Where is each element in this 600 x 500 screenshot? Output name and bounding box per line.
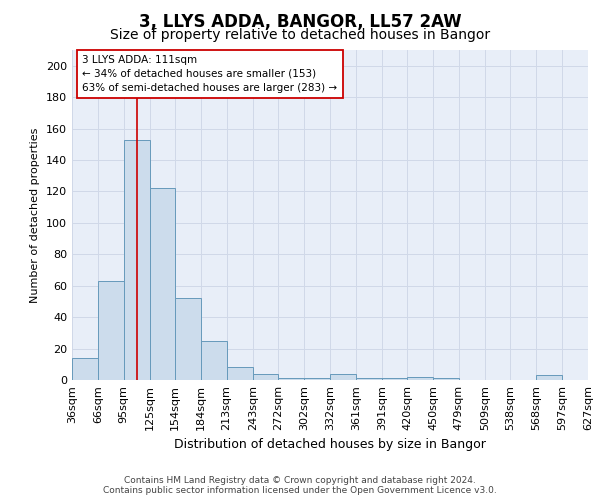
Bar	[201, 340, 227, 380]
Text: Contains HM Land Registry data © Crown copyright and database right 2024.
Contai: Contains HM Land Registry data © Crown c…	[103, 476, 497, 495]
Bar	[433, 378, 459, 380]
Text: Size of property relative to detached houses in Bangor: Size of property relative to detached ho…	[110, 28, 490, 42]
Bar	[124, 140, 150, 380]
X-axis label: Distribution of detached houses by size in Bangor: Distribution of detached houses by size …	[174, 438, 486, 452]
Bar	[278, 378, 304, 380]
Bar	[407, 377, 433, 380]
Bar	[98, 281, 124, 380]
Bar	[253, 374, 278, 380]
Bar	[536, 376, 562, 380]
Text: 3, LLYS ADDA, BANGOR, LL57 2AW: 3, LLYS ADDA, BANGOR, LL57 2AW	[139, 12, 461, 30]
Bar	[72, 358, 98, 380]
Bar	[382, 378, 407, 380]
Text: 3 LLYS ADDA: 111sqm
← 34% of detached houses are smaller (153)
63% of semi-detac: 3 LLYS ADDA: 111sqm ← 34% of detached ho…	[82, 55, 337, 93]
Bar	[150, 188, 175, 380]
Bar	[304, 378, 331, 380]
Bar	[331, 374, 356, 380]
Bar	[175, 298, 201, 380]
Y-axis label: Number of detached properties: Number of detached properties	[31, 128, 40, 302]
Bar	[227, 368, 253, 380]
Bar	[356, 378, 382, 380]
